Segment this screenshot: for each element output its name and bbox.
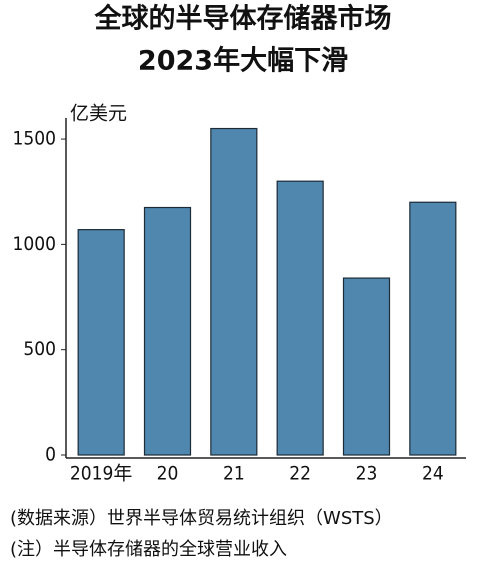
bar — [409, 201, 457, 456]
chart-title: 2023年大幅下滑 — [138, 45, 348, 77]
x-tick-label: 23 — [356, 463, 378, 485]
y-tick-label: 1000 — [13, 233, 57, 255]
chart-title: 全球的半导体存储器市场 — [94, 3, 392, 35]
y-tick-label: 1500 — [13, 128, 57, 150]
bar — [210, 127, 258, 456]
x-tick-label: 21 — [223, 463, 245, 485]
bar — [342, 277, 391, 456]
source-note: (数据来源）世界半导体贸易统计组织（WSTS） — [10, 508, 393, 529]
x-tick-label: 2019年 — [70, 463, 133, 485]
x-tick-label: 24 — [422, 463, 444, 485]
y-tick-label: 500 — [23, 338, 56, 360]
x-tick-label: 22 — [289, 463, 311, 485]
bar — [276, 180, 324, 456]
bar — [143, 206, 192, 456]
note: (注）半导体存储器的全球营业收入 — [10, 539, 287, 560]
y-axis-label: 亿美元 — [70, 103, 127, 125]
x-tick-label: 20 — [157, 463, 179, 485]
y-tick-label: 0 — [45, 444, 56, 466]
bar — [77, 229, 125, 456]
